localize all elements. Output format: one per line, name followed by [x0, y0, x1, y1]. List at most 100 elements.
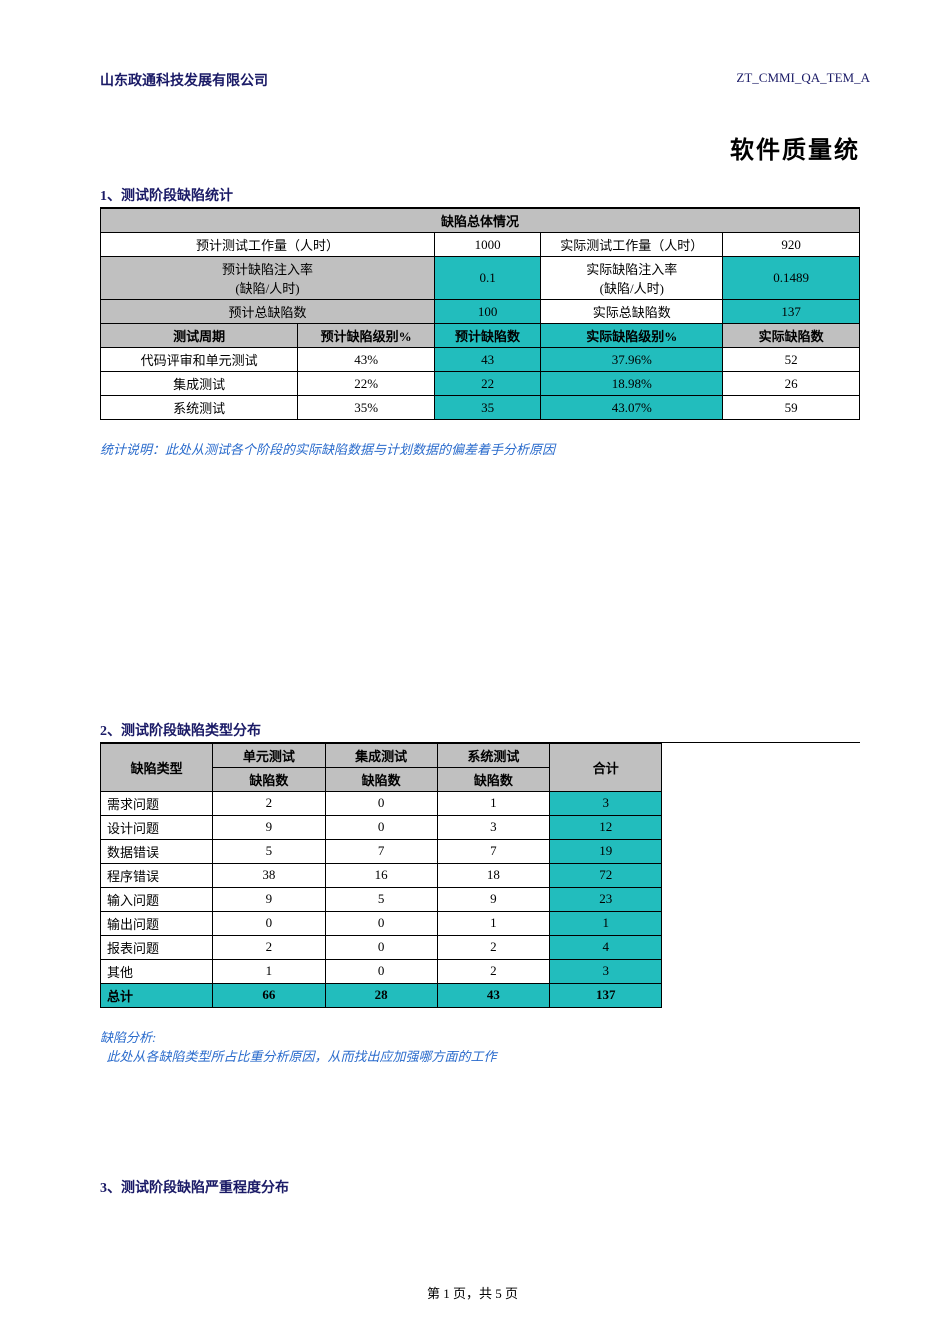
cell-value: 37.96%	[541, 348, 723, 372]
company-name: 山东政通科技发展有限公司	[100, 70, 268, 90]
cell-value: 43.07%	[541, 396, 723, 420]
total-value: 137	[550, 983, 662, 1007]
cell-value: 43	[434, 348, 540, 372]
cell-value: 2	[213, 791, 325, 815]
summary-title: 缺陷总体情况	[101, 209, 860, 233]
cell-value: 920	[723, 233, 860, 257]
col-header: 实际缺陷级别%	[541, 324, 723, 348]
cell-value: 0.1489	[723, 257, 860, 300]
table-row: 集成测试22%2218.98%26	[101, 372, 860, 396]
cell-value: 100	[434, 300, 540, 324]
cell-value: 1	[213, 959, 325, 983]
sub-header-row: 测试周期 预计缺陷级别% 预计缺陷数 实际缺陷级别% 实际缺陷数	[101, 324, 860, 348]
cell-label: 实际测试工作量（人时）	[541, 233, 723, 257]
col-subheader: 缺陷数	[213, 767, 325, 791]
page-footer: 第 1 页，共 5 页	[0, 1283, 945, 1302]
document-header: 山东政通科技发展有限公司 ZT_CMMI_QA_TEM_A	[0, 0, 945, 90]
cell-value: 9	[437, 887, 549, 911]
total-value: 43	[437, 983, 549, 1007]
cell-label: 集成测试	[101, 372, 298, 396]
cell-value: 35%	[298, 396, 435, 420]
cell-value: 43%	[298, 348, 435, 372]
col-header: 合计	[550, 743, 662, 791]
total-value: 66	[213, 983, 325, 1007]
table-row: 其他1023	[101, 959, 662, 983]
col-header: 实际缺陷数	[723, 324, 860, 348]
cell-value: 3	[437, 815, 549, 839]
row-total: 3	[550, 959, 662, 983]
row-label: 需求问题	[101, 791, 213, 815]
cell-value: 1000	[434, 233, 540, 257]
table-row: 系统测试35%3543.07%59	[101, 396, 860, 420]
row-total: 1	[550, 911, 662, 935]
section2-heading: 2、测试阶段缺陷类型分布	[100, 720, 860, 743]
cell-value: 18	[437, 863, 549, 887]
table-row: 程序错误38161872	[101, 863, 662, 887]
cell-value: 5	[213, 839, 325, 863]
cell-value: 22	[434, 372, 540, 396]
cell-value: 35	[434, 396, 540, 420]
table-header-row: 缺陷类型 单元测试 集成测试 系统测试 合计	[101, 743, 662, 767]
table-row: 输入问题95923	[101, 887, 662, 911]
col-header: 测试周期	[101, 324, 298, 348]
defect-type-table: 缺陷类型 单元测试 集成测试 系统测试 合计 缺陷数 缺陷数 缺陷数 需求问题2…	[100, 743, 662, 1008]
row-label: 设计问题	[101, 815, 213, 839]
row-total: 72	[550, 863, 662, 887]
cell-value: 52	[723, 348, 860, 372]
table-row: 设计问题90312	[101, 815, 662, 839]
row-label: 程序错误	[101, 863, 213, 887]
note-body: 此处从各缺陷类型所占比重分析原因，从而找出应加强哪方面的工作	[100, 1047, 860, 1067]
row-label: 输出问题	[101, 911, 213, 935]
cell-label: 预计总缺陷数	[101, 300, 435, 324]
col-header: 集成测试	[325, 743, 437, 767]
cell-value: 0	[325, 959, 437, 983]
row-label: 数据错误	[101, 839, 213, 863]
cell-value: 18.98%	[541, 372, 723, 396]
table-row: 报表问题2024	[101, 935, 662, 959]
cell-value: 22%	[298, 372, 435, 396]
col-subheader: 缺陷数	[325, 767, 437, 791]
cell-label: 实际缺陷注入率 (缺陷/人时)	[541, 257, 723, 300]
col-header: 预计缺陷级别%	[298, 324, 435, 348]
cell-value: 7	[325, 839, 437, 863]
col-header: 预计缺陷数	[434, 324, 540, 348]
section1-heading: 1、测试阶段缺陷统计	[100, 185, 860, 208]
cell-value: 5	[325, 887, 437, 911]
table-row: 代码评审和单元测试43%4337.96%52	[101, 348, 860, 372]
cell-value: 26	[723, 372, 860, 396]
row-total: 12	[550, 815, 662, 839]
section1-note: 统计说明：此处从测试各个阶段的实际缺陷数据与计划数据的偏差着手分析原因	[100, 440, 860, 460]
page-title: 软件质量统	[0, 90, 945, 165]
row-total: 4	[550, 935, 662, 959]
cell-value: 9	[213, 815, 325, 839]
row-total: 23	[550, 887, 662, 911]
col-subheader: 缺陷数	[437, 767, 549, 791]
table-row: 预计缺陷注入率 (缺陷/人时) 0.1 实际缺陷注入率 (缺陷/人时) 0.14…	[101, 257, 860, 300]
cell-value: 137	[723, 300, 860, 324]
cell-value: 0	[325, 935, 437, 959]
col-header: 系统测试	[437, 743, 549, 767]
cell-value: 2	[213, 935, 325, 959]
table-row: 预计总缺陷数 100 实际总缺陷数 137	[101, 300, 860, 324]
table-row: 预计测试工作量（人时） 1000 实际测试工作量（人时） 920	[101, 233, 860, 257]
cell-value: 59	[723, 396, 860, 420]
row-label: 报表问题	[101, 935, 213, 959]
row-total: 19	[550, 839, 662, 863]
cell-value: 2	[437, 959, 549, 983]
col-header: 缺陷类型	[101, 743, 213, 791]
cell-label: 代码评审和单元测试	[101, 348, 298, 372]
cell-value: 0	[325, 791, 437, 815]
cell-value: 2	[437, 935, 549, 959]
note-title: 缺陷分析:	[100, 1028, 860, 1048]
cell-value: 1	[437, 911, 549, 935]
defect-summary-table: 缺陷总体情况 预计测试工作量（人时） 1000 实际测试工作量（人时） 920 …	[100, 208, 860, 420]
cell-value: 1	[437, 791, 549, 815]
doc-code: ZT_CMMI_QA_TEM_A	[736, 70, 870, 90]
cell-value: 0.1	[434, 257, 540, 300]
section2-note: 缺陷分析: 此处从各缺陷类型所占比重分析原因，从而找出应加强哪方面的工作	[100, 1028, 860, 1067]
section3-heading: 3、测试阶段缺陷严重程度分布	[100, 1177, 860, 1197]
row-total: 3	[550, 791, 662, 815]
row-label: 其他	[101, 959, 213, 983]
table-row: 输出问题0011	[101, 911, 662, 935]
cell-value: 0	[213, 911, 325, 935]
